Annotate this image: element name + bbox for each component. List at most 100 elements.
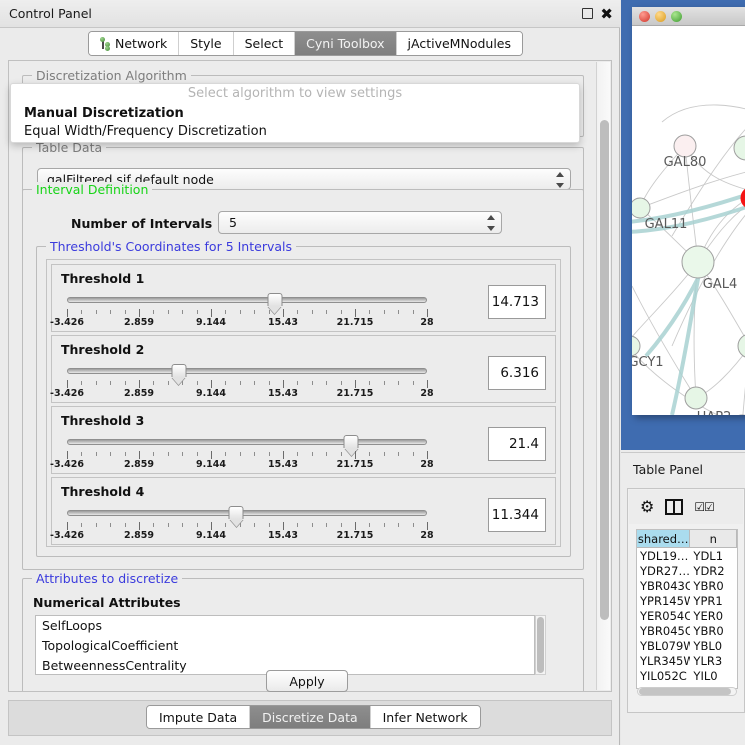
maximize-icon[interactable] bbox=[582, 8, 593, 19]
slider-ticks bbox=[67, 380, 428, 388]
attributes-list[interactable]: SelfLoops TopologicalCoefficient Betweenne… bbox=[35, 615, 535, 675]
tab-select[interactable]: Select bbox=[233, 32, 296, 55]
network-node[interactable] bbox=[632, 335, 641, 357]
table-panel-table[interactable]: shared… n YDL19… YDL1 YDR27… YDR2 YBR043C YBR… bbox=[636, 529, 738, 689]
tab-jactivemnodules[interactable]: jActiveMNodules bbox=[396, 32, 523, 55]
attribute-list-item[interactable]: SelfLoops bbox=[42, 618, 102, 633]
threshold-slider-1[interactable]: -3.426 2.859 9.144 15.43 21.715 28 bbox=[50, 293, 434, 328]
control-panel-scroll-thumb[interactable] bbox=[600, 120, 609, 620]
table-row[interactable]: YLR345W YLR3 bbox=[637, 653, 737, 668]
zoom-dot-icon[interactable] bbox=[671, 11, 682, 22]
control-panel-window: Control Panel ✖ Network Style Select Cyn… bbox=[0, 0, 620, 745]
interval-definition-legend: Interval Definition bbox=[32, 182, 153, 197]
table-row[interactable]: YER054C YER0 bbox=[637, 608, 737, 623]
table-row[interactable]: YDR27… YDR2 bbox=[637, 563, 737, 578]
table-row[interactable]: YBR043C YBR0 bbox=[637, 578, 737, 593]
table-header-row: shared… n bbox=[637, 530, 737, 548]
numerical-attributes-label: Numerical Attributes bbox=[33, 595, 181, 610]
threshold-value-field-2[interactable]: 6.316 bbox=[488, 356, 546, 390]
slider-ticks bbox=[67, 309, 428, 317]
column-header-name[interactable]: n bbox=[690, 530, 737, 548]
network-node[interactable] bbox=[684, 386, 708, 410]
tab-cyni-toolbox[interactable]: Cyni Toolbox bbox=[295, 32, 397, 55]
slider-knob-3[interactable] bbox=[343, 435, 359, 456]
threshold-title-2: Threshold 2 bbox=[61, 342, 145, 357]
attributes-list-scrollbar[interactable] bbox=[535, 615, 546, 675]
network-node[interactable] bbox=[673, 134, 697, 158]
network-node[interactable] bbox=[737, 334, 745, 358]
table-cell: YBR045C bbox=[640, 623, 691, 638]
table-body: YDL19… YDL1 YDR27… YDR2 YBR043C YBR0 YPR145W YP… bbox=[637, 548, 737, 683]
table-data-spinner-icon[interactable] bbox=[555, 172, 564, 188]
threshold-slider-4[interactable]: -3.426 2.859 9.144 15.43 21.715 28 bbox=[50, 506, 434, 541]
network-node[interactable] bbox=[740, 187, 745, 209]
network-graph: GAL80GAL11GAL4GCY1HAP2GAH bbox=[632, 104, 745, 415]
table-row[interactable]: YBR045C YBR0 bbox=[637, 623, 737, 638]
threshold-box-1: Threshold 1 -3.426 2.859 9.144 15.43 21.715 28… bbox=[50, 264, 556, 332]
table-cell: YDL1 bbox=[693, 548, 724, 563]
attribute-list-item[interactable]: BetweennessCentrality bbox=[42, 658, 187, 673]
bottom-tab-infer-network[interactable]: Infer Network bbox=[370, 706, 480, 728]
window-titlebar: Control Panel ✖ bbox=[0, 0, 620, 28]
attribute-list-item[interactable]: TopologicalCoefficient bbox=[42, 638, 179, 653]
table-row[interactable]: YPR145W YPR1 bbox=[637, 593, 737, 608]
table-row[interactable]: YDL19… YDL1 bbox=[637, 548, 737, 563]
bottom-tab-discretize-data[interactable]: Discretize Data bbox=[250, 706, 371, 728]
main-tabstrip: Network Style Select Cyni Toolbox jActiv… bbox=[0, 29, 620, 58]
number-of-intervals-label: Number of Intervals bbox=[71, 216, 213, 231]
table-data-combobox[interactable]: galFiltered.sif default node bbox=[37, 168, 571, 190]
network-icon bbox=[100, 37, 111, 51]
gear-icon[interactable]: ⚙ bbox=[640, 497, 655, 516]
slider-rail bbox=[67, 510, 427, 516]
slider-knob-2[interactable] bbox=[171, 364, 187, 385]
table-cell: YPR1 bbox=[693, 593, 723, 608]
thresholds-legend: Threshold's Coordinates for 5 Intervals bbox=[46, 239, 297, 254]
bottom-tab-impute-data[interactable]: Impute Data bbox=[147, 706, 251, 728]
close-dot-icon[interactable] bbox=[639, 11, 650, 22]
network-node[interactable] bbox=[681, 245, 715, 279]
algorithm-dropdown-popup[interactable]: Select algorithm to view settings Manual… bbox=[10, 83, 580, 143]
tab-select-label: Select bbox=[244, 36, 284, 51]
column-header-shared[interactable]: shared… bbox=[637, 530, 691, 548]
table-cell: YBL0 bbox=[693, 638, 723, 653]
table-panel-header: Table Panel bbox=[621, 452, 745, 486]
threshold-value-field-3[interactable]: 21.4 bbox=[488, 427, 546, 461]
table-row[interactable]: YIL052C YIL0 bbox=[637, 668, 737, 683]
table-data-legend: Table Data bbox=[32, 140, 107, 155]
threshold-slider-3[interactable]: -3.426 2.859 9.144 15.43 21.715 28 bbox=[50, 435, 434, 470]
network-view-window: GAL80GAL11GAL4GCY1HAP2GAH bbox=[632, 7, 745, 415]
table-horizontal-scrollbar[interactable] bbox=[637, 687, 737, 696]
algorithm-option-manual-discretization[interactable]: Manual Discretization bbox=[24, 106, 184, 121]
right-column: GAL80GAL11GAL4GCY1HAP2GAH Table Panel ⚙ … bbox=[621, 0, 745, 745]
table-cell: YIL0 bbox=[693, 668, 718, 683]
table-hscroll-thumb[interactable] bbox=[639, 688, 731, 695]
table-row[interactable]: YBL079W YBL0 bbox=[637, 638, 737, 653]
checkbox-icon[interactable]: ☑☑ bbox=[694, 500, 714, 514]
slider-tick-labels: -3.426 2.859 9.144 15.43 21.715 28 bbox=[50, 459, 434, 470]
number-of-intervals-spinner[interactable]: 5 bbox=[218, 211, 502, 234]
control-panel-scrollbar[interactable] bbox=[596, 62, 610, 690]
network-view-titlebar bbox=[632, 7, 745, 26]
slider-tick-labels: -3.426 2.859 9.144 15.43 21.715 28 bbox=[50, 388, 434, 399]
threshold-slider-2[interactable]: -3.426 2.859 9.144 15.43 21.715 28 bbox=[50, 364, 434, 399]
tab-network[interactable]: Network bbox=[89, 32, 180, 55]
network-canvas[interactable]: GAL80GAL11GAL4GCY1HAP2GAH bbox=[632, 26, 745, 415]
table-cell: YLR345W bbox=[640, 653, 691, 668]
attributes-scroll-thumb[interactable] bbox=[537, 617, 544, 673]
close-icon[interactable]: ✖ bbox=[600, 5, 613, 23]
slider-knob-1[interactable] bbox=[267, 293, 283, 314]
threshold-value-field-1[interactable]: 14.713 bbox=[488, 285, 546, 319]
threshold-value-field-4[interactable]: 11.344 bbox=[488, 498, 546, 532]
slider-knob-4[interactable] bbox=[228, 506, 244, 527]
network-node[interactable] bbox=[632, 197, 651, 219]
algorithm-option-equal-width-frequency[interactable]: Equal Width/Frequency Discretization bbox=[24, 124, 267, 139]
network-node-label: GAL80 bbox=[664, 155, 707, 170]
network-node[interactable] bbox=[733, 135, 745, 161]
apply-button[interactable]: Apply bbox=[266, 670, 348, 692]
number-of-intervals-spinner-icon[interactable] bbox=[486, 215, 495, 231]
minimize-dot-icon[interactable] bbox=[655, 11, 666, 22]
tab-style[interactable]: Style bbox=[179, 32, 234, 55]
columns-icon[interactable] bbox=[665, 499, 684, 515]
network-node-label: GAL4 bbox=[703, 277, 737, 292]
